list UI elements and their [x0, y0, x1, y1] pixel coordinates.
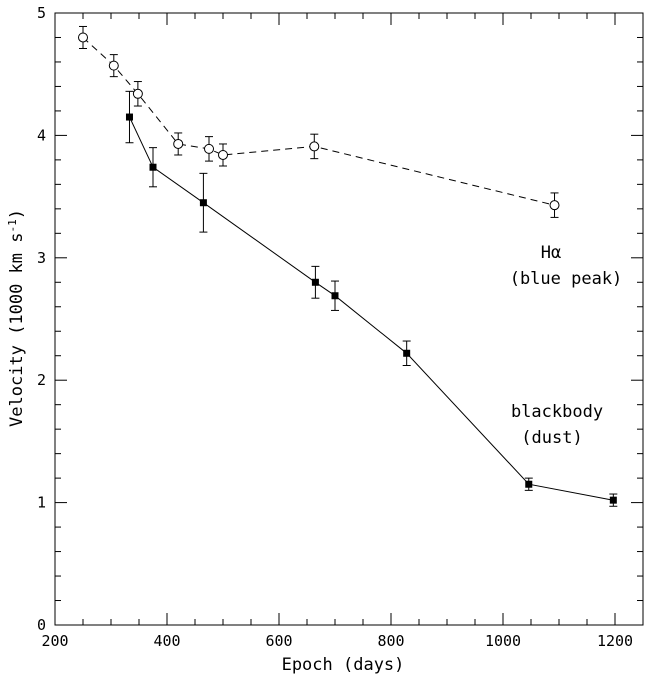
data-point-circle: [218, 149, 228, 160]
series-1: [125, 90, 618, 507]
y-axis-label-end: ): [7, 209, 27, 219]
y-tick-label: 0: [37, 616, 46, 634]
data-point-circle: [78, 32, 88, 43]
x-tick-label: 200: [41, 632, 68, 650]
x-tick-label: 800: [377, 632, 404, 650]
y-tick-label: 5: [37, 4, 46, 22]
data-point-square: [149, 163, 157, 171]
x-tick-label: 1000: [485, 632, 521, 650]
series-label-blackbody: blackbody (dust): [511, 402, 603, 448]
data-point-circle: [173, 138, 184, 149]
data-point-square: [311, 278, 319, 286]
series-label-halpha-line2: (blue peak): [510, 269, 623, 289]
x-axis-label: Epoch (days): [282, 655, 405, 675]
series-label-blackbody-line1: blackbody: [511, 402, 603, 422]
data-point-circle: [132, 88, 143, 99]
y-tick-label: 1: [37, 494, 46, 512]
ticks: [54, 12, 644, 626]
data-point-square: [199, 199, 207, 207]
y-tick-label: 2: [37, 371, 46, 389]
y-tick-label: 3: [37, 249, 46, 267]
plot-frame: [54, 12, 644, 626]
series-label-halpha-line1: Hα: [541, 243, 561, 263]
x-tick-label: 600: [265, 632, 292, 650]
data-point-circle: [204, 143, 214, 154]
series-line: [82, 37, 555, 206]
data-point-circle: [549, 200, 560, 211]
y-tick-label: 4: [37, 126, 46, 144]
x-tick-label: 1200: [597, 632, 633, 650]
data-point-square: [525, 480, 533, 488]
series-0: [78, 25, 560, 218]
data-point-circle: [309, 141, 320, 152]
data-point-square: [403, 349, 411, 357]
y-axis-label-main: Velocity (1000 km s: [7, 233, 27, 427]
x-tick-label: 400: [153, 632, 180, 650]
y-axis-label-sup: -1: [6, 219, 19, 232]
series-layer: [78, 25, 618, 507]
data-point-square: [609, 496, 617, 504]
data-point-square: [331, 292, 339, 300]
series-label-blackbody-line2: (dust): [521, 428, 582, 448]
tick-labels: 200 400 600 800 1000 1200 0 1 2 3 4 5: [37, 4, 633, 650]
data-point-square: [125, 113, 133, 121]
series-line: [129, 116, 614, 501]
data-point-circle: [108, 60, 119, 71]
series-label-halpha: Hα (blue peak): [510, 243, 623, 289]
y-axis-label: Velocity (1000 km s-1): [6, 209, 27, 427]
